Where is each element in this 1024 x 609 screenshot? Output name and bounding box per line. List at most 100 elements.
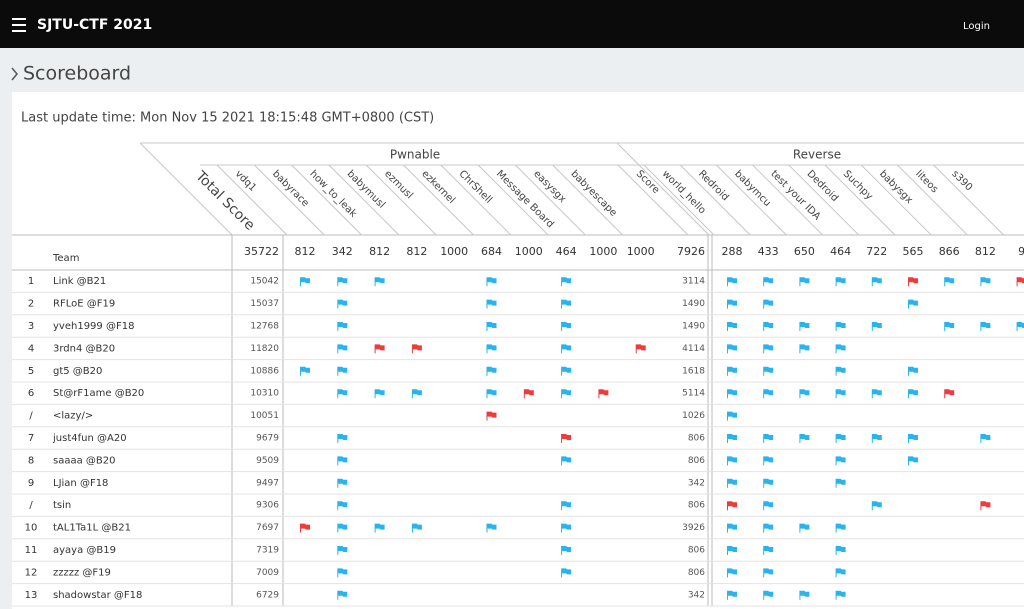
team-name: ayaya @B19 <box>53 545 116 556</box>
challenge-points: 812 <box>406 245 427 258</box>
team-name: saaaa @B20 <box>53 455 116 466</box>
category-points: 7926 <box>677 245 705 258</box>
team-name: LJian @F18 <box>53 478 108 489</box>
solve-flag <box>799 322 810 331</box>
category-score: 1618 <box>682 366 705 376</box>
solve-flag <box>337 568 348 578</box>
solve-flag <box>835 568 846 578</box>
solve-flag <box>561 568 572 578</box>
team-name: yveh1999 @F18 <box>53 321 134 332</box>
solve-flag <box>598 389 609 399</box>
solve-flag <box>835 590 846 600</box>
solve-flag <box>835 523 846 533</box>
solve-flag <box>763 590 774 600</box>
challenge-points: 288 <box>722 245 743 258</box>
solve-flag <box>727 299 737 309</box>
solve-flag <box>871 434 882 443</box>
category-score: 3114 <box>682 277 705 287</box>
solve-flag <box>337 523 348 533</box>
solve-flag <box>835 546 846 555</box>
solve-flag <box>411 389 422 399</box>
diag-line <box>897 164 968 236</box>
solve-flag <box>835 434 846 443</box>
solve-flag <box>561 277 572 287</box>
diag-line <box>440 164 512 236</box>
solve-flag <box>727 501 737 511</box>
solve-flag <box>561 546 572 555</box>
total-score: 11820 <box>250 344 279 354</box>
menu-button[interactable] <box>12 18 26 32</box>
diag-line <box>291 164 362 236</box>
solve-flag <box>337 344 348 354</box>
page-title: Scoreboard <box>23 63 131 85</box>
login-link[interactable]: Login <box>963 21 990 32</box>
solve-flag <box>337 478 348 488</box>
team-name: Link @B21 <box>53 276 106 287</box>
category-score: 806 <box>688 501 705 511</box>
solve-flag <box>763 322 774 331</box>
solve-flag <box>523 389 534 399</box>
solve-flag <box>727 277 737 287</box>
solve-flag <box>763 478 774 488</box>
solve-flag <box>727 434 737 443</box>
challenge-points: 812 <box>369 245 390 258</box>
solve-flag <box>337 501 348 511</box>
solve-flag <box>763 366 774 376</box>
challenge-points: 650 <box>794 245 815 258</box>
solve-flag <box>980 501 991 511</box>
solve-flag <box>727 590 737 600</box>
solve-flag <box>763 299 774 309</box>
total-score: 9306 <box>256 501 279 511</box>
solve-flag <box>980 277 991 287</box>
team-name: gt5 @B20 <box>53 366 102 377</box>
rank: 4 <box>28 343 34 354</box>
solve-flag <box>486 411 497 421</box>
solve-flag <box>835 344 846 354</box>
team-name: tsin <box>53 500 71 511</box>
category-name: Pwnable <box>390 148 440 162</box>
brand[interactable]: SJTU-CTF 2021 <box>37 17 152 33</box>
solve-flag <box>908 456 918 466</box>
solve-flag <box>944 389 955 399</box>
solve-flag <box>835 366 846 376</box>
solve-flag <box>337 366 348 376</box>
category-score: 5114 <box>682 389 705 399</box>
solve-flag <box>763 568 774 578</box>
team-name: tAL1Ta1L @B21 <box>53 523 131 534</box>
solve-flag <box>635 344 646 354</box>
solve-flag <box>908 389 918 399</box>
solve-flag <box>486 277 497 287</box>
challenge-points: 722 <box>866 245 887 258</box>
solve-flag <box>871 322 882 331</box>
solve-flag <box>561 366 572 376</box>
solve-flag <box>799 434 810 443</box>
solve-flag <box>727 546 737 555</box>
rank: / <box>29 411 33 422</box>
solve-flag <box>337 389 348 399</box>
rank: 13 <box>25 590 38 601</box>
total-score: 10310 <box>250 389 279 399</box>
solve-flag <box>1016 322 1024 331</box>
team-name: 3rdn4 @B20 <box>53 343 115 354</box>
solve-flag <box>835 277 846 287</box>
solve-flag <box>980 322 991 331</box>
rank: 7 <box>28 433 34 444</box>
solve-flag <box>763 546 774 555</box>
challenge-points: 565 <box>903 245 924 258</box>
rank: 6 <box>28 388 34 399</box>
solve-flag <box>337 299 348 309</box>
challenge-points: 433 <box>758 245 779 258</box>
solve-flag <box>799 344 810 354</box>
solve-flag <box>727 389 737 399</box>
solve-flag <box>337 277 348 287</box>
total-score: 12768 <box>250 322 279 332</box>
solve-flag <box>871 277 882 287</box>
category-score: 1026 <box>682 411 705 421</box>
category-score: 3926 <box>682 523 705 533</box>
scoreboard-table: Total Score35722TeamPwnablevdq1812babyra… <box>12 142 1024 607</box>
solve-flag <box>871 501 882 511</box>
solve-flag <box>374 344 385 354</box>
card <box>12 92 1024 609</box>
solve-flag <box>727 456 737 466</box>
challenge-points: 464 <box>830 245 851 258</box>
